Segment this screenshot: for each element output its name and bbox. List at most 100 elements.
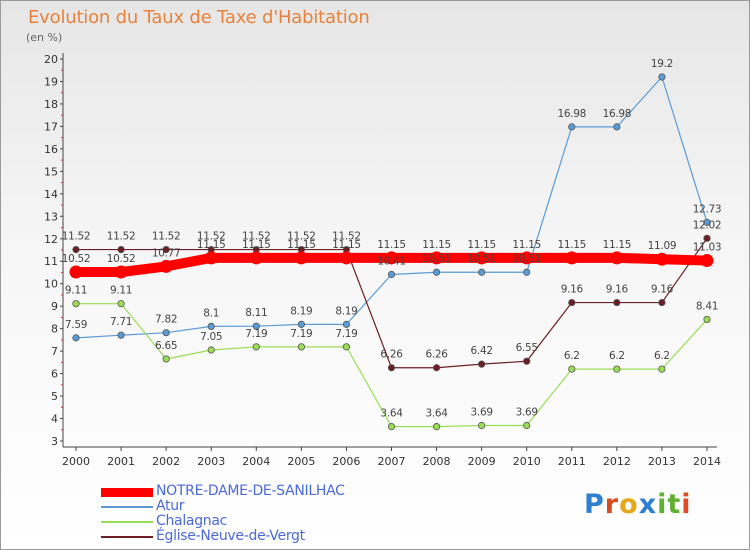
data-point xyxy=(658,365,666,373)
data-label: 11.15 xyxy=(332,239,361,251)
brand-logo: Proxiti xyxy=(584,489,692,520)
data-point xyxy=(207,322,215,330)
data-label: 11.52 xyxy=(62,231,91,243)
data-label: 11.15 xyxy=(242,239,271,251)
y-tick-label: 20 xyxy=(44,53,58,66)
data-point xyxy=(117,245,125,254)
data-label: 6.2 xyxy=(609,350,625,362)
data-point xyxy=(342,343,351,351)
data-label: 3.69 xyxy=(516,406,538,418)
data-label: 11.52 xyxy=(107,231,136,243)
legend-swatch xyxy=(101,506,153,508)
data-point xyxy=(385,251,398,265)
data-label: 3.64 xyxy=(380,408,403,420)
y-tick-label: 12 xyxy=(44,233,58,246)
data-point xyxy=(613,365,621,373)
data-point xyxy=(523,268,531,276)
legend-label: NOTRE-DAME-DE-SANILHAC xyxy=(156,483,345,499)
x-tick-label: 2006 xyxy=(332,455,360,468)
data-label: 10.51 xyxy=(512,253,541,265)
data-label: 6.2 xyxy=(564,350,580,362)
data-point xyxy=(387,423,396,431)
y-tick-label: 7 xyxy=(51,345,58,358)
y-tick-label: 16 xyxy=(44,143,58,156)
data-point xyxy=(520,251,534,265)
data-point xyxy=(703,315,711,324)
data-label: 7.19 xyxy=(290,328,312,340)
data-label: 9.11 xyxy=(110,285,132,297)
data-point xyxy=(568,298,576,307)
data-label: 9.11 xyxy=(65,285,87,297)
data-point xyxy=(294,251,308,265)
x-tick-label: 2001 xyxy=(107,455,135,468)
data-label: 6.26 xyxy=(425,349,448,361)
data-label: 11.15 xyxy=(287,239,316,251)
data-point xyxy=(207,346,215,354)
data-label: 11.52 xyxy=(332,231,361,243)
brand-letter: r xyxy=(604,489,620,520)
x-tick-label: 2003 xyxy=(197,455,225,468)
brand-letter: i xyxy=(657,489,668,520)
data-point xyxy=(523,421,531,430)
data-label: 6.2 xyxy=(654,350,670,362)
data-label: 6.65 xyxy=(155,340,177,352)
y-tick-label: 18 xyxy=(44,98,58,111)
data-point xyxy=(69,265,83,279)
y-tick-label: 14 xyxy=(44,188,58,201)
data-point xyxy=(613,298,621,307)
data-point xyxy=(523,357,531,365)
data-label: 12.73 xyxy=(693,203,722,215)
data-label: 8.11 xyxy=(245,307,267,319)
data-label: 6.42 xyxy=(471,345,493,357)
data-point xyxy=(655,252,669,266)
data-point xyxy=(478,421,486,430)
data-label: 3.69 xyxy=(471,406,493,418)
data-label: 8.19 xyxy=(335,305,357,317)
data-label: 11.15 xyxy=(467,239,496,251)
data-point xyxy=(117,331,125,339)
data-point xyxy=(568,365,576,373)
data-point xyxy=(610,251,624,265)
y-tick-label: 11 xyxy=(44,255,58,268)
data-label: 7.19 xyxy=(335,328,357,340)
data-point xyxy=(162,245,170,254)
data-label: 11.15 xyxy=(422,239,451,251)
data-label: 8.1 xyxy=(203,307,219,319)
data-label: 7.82 xyxy=(155,314,177,326)
data-point xyxy=(565,251,579,265)
y-tick-label: 13 xyxy=(44,210,58,223)
data-point xyxy=(703,218,711,226)
y-tick-label: 9 xyxy=(51,300,58,313)
data-point xyxy=(342,320,351,328)
data-label: 9.16 xyxy=(651,284,674,296)
data-label: 11.09 xyxy=(648,240,677,252)
data-label: 19.2 xyxy=(651,58,673,70)
data-label: 11.52 xyxy=(287,231,316,243)
data-point xyxy=(72,334,80,342)
data-point xyxy=(568,123,576,131)
data-point xyxy=(204,251,218,265)
data-label: 9.16 xyxy=(606,284,629,296)
data-label: 11.15 xyxy=(603,239,632,251)
data-point xyxy=(159,259,173,273)
data-label: 10.52 xyxy=(107,253,136,265)
data-point xyxy=(478,268,486,276)
y-tick-label: 15 xyxy=(44,165,58,178)
data-point xyxy=(114,265,128,279)
data-label: 8.19 xyxy=(290,305,312,317)
data-point xyxy=(658,73,666,81)
x-tick-label: 2010 xyxy=(513,455,541,468)
y-tick-label: 6 xyxy=(51,368,58,381)
data-label: 7.19 xyxy=(245,328,267,340)
data-label: 7.05 xyxy=(200,331,222,343)
data-label: 16.98 xyxy=(558,108,587,120)
brand-letter: o xyxy=(619,489,639,520)
legend-swatch xyxy=(101,521,153,523)
data-point xyxy=(387,364,396,372)
data-point xyxy=(700,254,714,268)
brand-letter: i xyxy=(681,489,692,520)
data-point xyxy=(475,251,489,265)
data-point xyxy=(430,251,444,265)
